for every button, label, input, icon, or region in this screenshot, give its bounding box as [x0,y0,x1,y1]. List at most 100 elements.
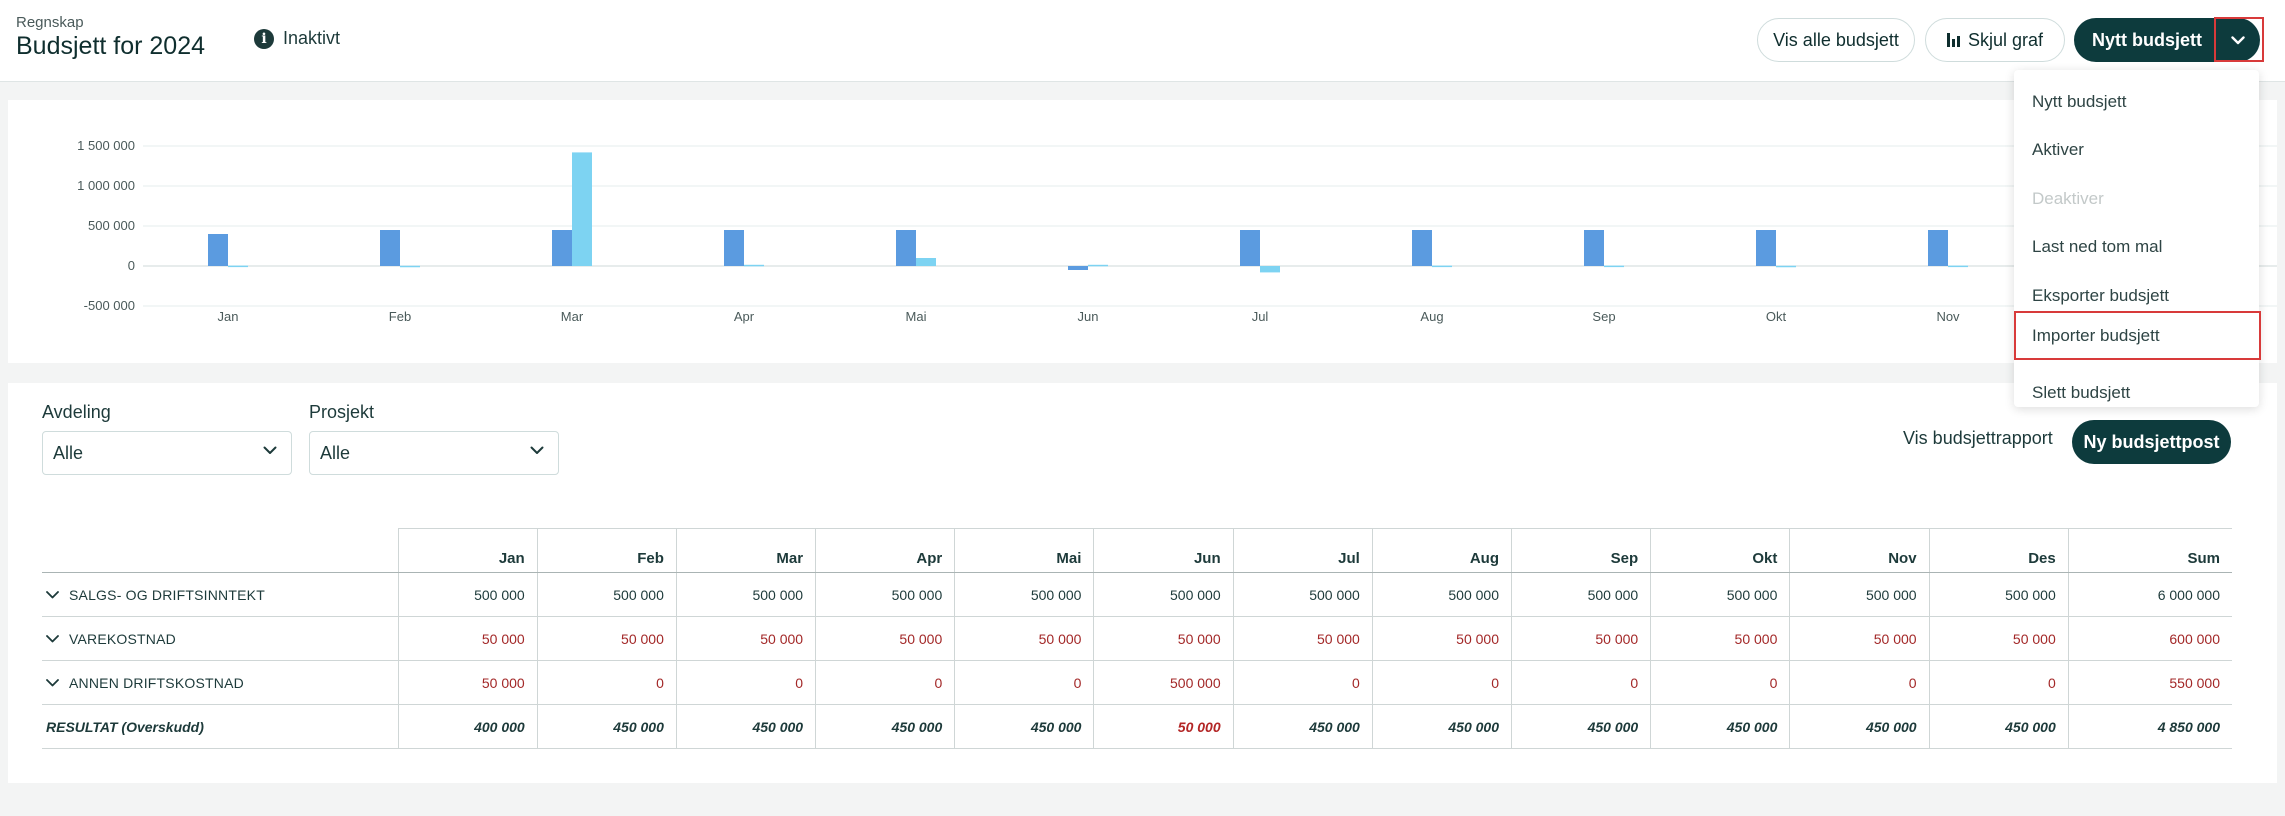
x-tick-label: Jun [1078,309,1099,324]
table-header-row: Jan Feb Mar Apr Mai Jun Jul Aug Sep Okt … [42,528,2232,573]
bar-series-1[interactable] [896,230,916,266]
table-cell: 0 [675,660,816,705]
bar-series-2[interactable] [1948,265,1968,268]
header-cell: Aug [1371,528,1512,573]
table-cell: 500 000 [1650,572,1790,617]
x-tick-label: Jan [218,309,239,324]
bar-series-1[interactable] [1068,266,1088,270]
bar-series-1[interactable] [208,234,228,266]
table-cell: 500 000 [536,572,677,617]
table-cell: 50 000 [1093,616,1234,661]
bar-series-2[interactable] [1604,265,1624,268]
menu-item-label: Slett budsjett [2032,383,2131,402]
header-cell: Jul [1232,528,1373,573]
new-budget-dropdown-toggle[interactable] [2215,18,2260,62]
row-label-text: ANNEN DRIFTSKOSTNAD [69,674,244,691]
budget-report-link[interactable]: Vis budsjettrapport [1903,428,2053,448]
menu-item-import-budget[interactable]: Importer budsjett [2014,311,2261,360]
new-budget-label: Nytt budsjett [2092,29,2202,50]
table-cell: 0 [1789,660,1930,705]
x-tick-label: Apr [734,309,755,324]
table-row[interactable]: VAREKOSTNAD 50 000 50 000 50 000 50 000 50 00… [42,616,2232,661]
header-cell: Mai [954,528,1094,573]
table-row[interactable]: ANNEN DRIFTSKOSTNAD 50 000 0 0 0 0 500 000 0 0 0 0… [42,660,2232,705]
row-label-cell[interactable]: ANNEN DRIFTSKOSTNAD [42,660,398,705]
table-cell: 500 000 [1093,660,1234,705]
row-label-cell[interactable]: VAREKOSTNAD [42,616,398,661]
table-cell: 550 000 [2067,660,2232,705]
bar-series-1[interactable] [1412,230,1432,266]
table-cell: 50 000 [1650,616,1790,661]
total-cell: 450 000 [954,704,1094,749]
bar-series-1[interactable] [1240,230,1260,266]
bar-series-1[interactable] [1756,230,1776,266]
table-cell: 500 000 [1789,572,1930,617]
table-cell: 50 000 [1789,616,1930,661]
bar-series-2[interactable] [1260,266,1280,273]
new-budget-split-button: Nytt budsjett [2074,18,2260,62]
bar-series-2[interactable] [916,258,936,266]
table-row[interactable]: SALGS- OG DRIFTSINNTEKT 500 000 500 000 500… [42,572,2232,617]
bar-series-1[interactable] [724,230,744,266]
show-all-budgets-button[interactable]: Vis alle budsjett [1757,18,1915,62]
row-label-cell[interactable]: SALGS- OG DRIFTSINNTEKT [42,572,398,617]
new-budget-button[interactable]: Nytt budsjett [2074,18,2214,62]
new-budget-post-button[interactable]: Ny budsjettpost [2072,420,2231,464]
bar-series-2[interactable] [228,265,248,268]
x-tick-label: Sep [1592,309,1615,324]
bar-series-2[interactable] [1776,265,1796,268]
menu-item-export-budget[interactable]: Eksporter budsjett [2014,273,2259,319]
bar-series-1[interactable] [1928,230,1948,266]
row-label: ANNEN DRIFTSKOSTNAD [46,675,386,691]
table-cell: 0 [1650,660,1790,705]
project-value: Alle [320,442,351,463]
header-cell: Des [1928,528,2069,573]
menu-item-new-budget[interactable]: Nytt budsjett [2014,79,2259,125]
project-select[interactable]: Alle [309,431,559,475]
table-cell: 0 [536,660,677,705]
total-cell: 450 000 [815,704,955,749]
bar-series-2[interactable] [744,264,764,267]
bar-series-2[interactable] [1088,264,1108,267]
total-cell: 450 000 [1928,704,2069,749]
menu-item-label: Eksporter budsjett [2032,286,2170,305]
bar-series-2[interactable] [400,265,420,268]
breadcrumb[interactable]: Regnskap [16,14,84,31]
bar-series-1[interactable] [380,230,400,266]
page-title: Budsjett for 2024 [16,32,206,60]
table-cell: 50 000 [1510,616,1651,661]
x-tick-label: Aug [1420,309,1443,324]
menu-item-delete-budget[interactable]: Slett budsjett [2014,370,2259,416]
header-cell: Feb [536,528,677,573]
menu-item-activate[interactable]: Aktiver [2014,127,2259,173]
menu-item-download-template[interactable]: Last ned tom mal [2014,224,2259,270]
x-tick-label: Mar [561,309,584,324]
total-cell: 450 000 [1789,704,1930,749]
row-label-text: SALGS- OG DRIFTSINNTEKT [69,586,265,603]
bar-series-1[interactable] [552,230,572,266]
table-cell: 50 000 [675,616,816,661]
table-cell: 500 000 [1232,572,1373,617]
row-label: SALGS- OG DRIFTSINNTEKT [46,587,386,603]
row-label-text: VAREKOSTNAD [69,630,176,647]
hide-graph-button[interactable]: Skjul graf [1925,18,2065,62]
table-cell: 50 000 [1232,616,1373,661]
bar-series-2[interactable] [1432,265,1452,268]
table-cell: 500 000 [675,572,816,617]
table-cell: 500 000 [1371,572,1512,617]
table-cell: 50 000 [536,616,677,661]
budget-table-card: Avdeling Alle Prosjekt Alle Vis budsjett… [8,383,2277,783]
department-value: Alle [53,442,84,463]
bar-series-2[interactable] [572,152,592,266]
department-select[interactable]: Alle [42,431,292,475]
y-tick-label: 0 [128,258,135,273]
table-cell: 50 000 [1928,616,2069,661]
table-cell: 0 [954,660,1094,705]
bar-series-1[interactable] [1584,230,1604,266]
menu-item-label: Aktiver [2032,140,2084,159]
table-cell: 0 [815,660,955,705]
table-cell: 6 000 000 [2067,572,2232,617]
table-cell: 0 [1371,660,1512,705]
header-cell: Jan [397,528,538,573]
total-cell: 450 000 [1650,704,1790,749]
